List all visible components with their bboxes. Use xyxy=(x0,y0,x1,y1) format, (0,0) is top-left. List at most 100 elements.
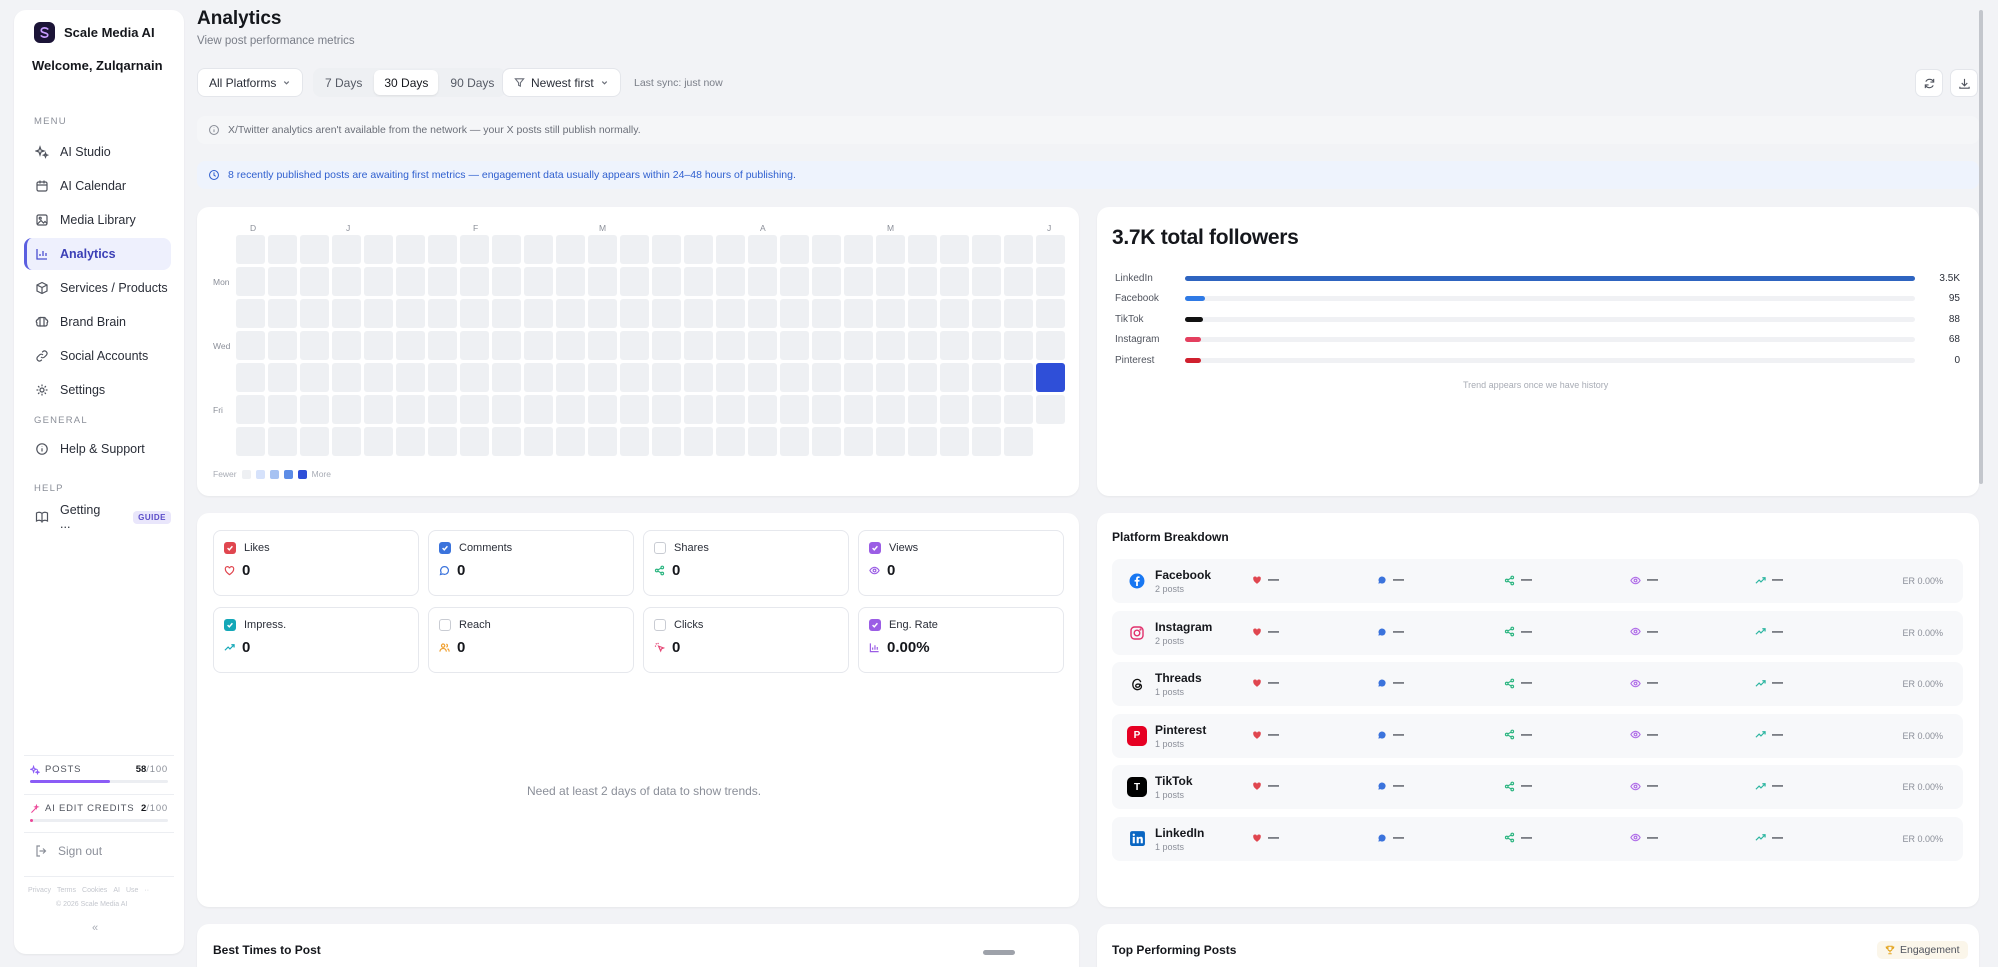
heatmap-cell[interactable] xyxy=(748,235,777,264)
metric-checkbox[interactable] xyxy=(224,619,236,631)
heatmap-cell[interactable] xyxy=(684,267,713,296)
footer-link-privacy[interactable]: Privacy xyxy=(28,887,51,894)
heatmap-cell[interactable] xyxy=(236,267,265,296)
heatmap-cell[interactable] xyxy=(556,331,585,360)
heatmap-cell[interactable] xyxy=(236,395,265,424)
heatmap-cell[interactable] xyxy=(652,235,681,264)
heatmap-cell[interactable] xyxy=(652,427,681,456)
heatmap-cell[interactable] xyxy=(1004,267,1033,296)
heatmap-cell[interactable] xyxy=(1004,331,1033,360)
sort-dropdown[interactable]: Newest first xyxy=(502,68,621,97)
platform-row-tiktok[interactable]: T TikTok 1 posts — — — — — ER 0.00% xyxy=(1112,765,1963,809)
heatmap-cell[interactable] xyxy=(940,363,969,392)
sidebar-item-media-library[interactable]: Media Library xyxy=(24,204,171,236)
heatmap-cell[interactable] xyxy=(236,363,265,392)
heatmap-cell[interactable] xyxy=(684,427,713,456)
heatmap-cell[interactable] xyxy=(300,331,329,360)
metric-checkbox[interactable] xyxy=(439,542,451,554)
refresh-button[interactable] xyxy=(1915,69,1943,97)
heatmap-cell[interactable] xyxy=(268,267,297,296)
heatmap-cell[interactable] xyxy=(460,267,489,296)
heatmap-cell[interactable] xyxy=(620,363,649,392)
vertical-scrollbar[interactable] xyxy=(1979,10,1983,484)
heatmap-cell[interactable] xyxy=(332,267,361,296)
heatmap-cell[interactable] xyxy=(972,427,1001,456)
heatmap-cell[interactable] xyxy=(300,267,329,296)
heatmap-cell[interactable] xyxy=(460,235,489,264)
heatmap-cell[interactable] xyxy=(524,299,553,328)
heatmap-cell[interactable] xyxy=(300,299,329,328)
heatmap-cell[interactable] xyxy=(876,299,905,328)
heatmap-cell[interactable] xyxy=(524,427,553,456)
metric-tile-reach[interactable]: Reach 0 xyxy=(428,607,634,673)
heatmap-cell[interactable] xyxy=(300,235,329,264)
heatmap-cell[interactable] xyxy=(748,299,777,328)
heatmap-cell[interactable] xyxy=(972,363,1001,392)
platform-row-threads[interactable]: Threads 1 posts — — — — — ER 0.00% xyxy=(1112,662,1963,706)
heatmap-cell[interactable] xyxy=(588,331,617,360)
heatmap-cell[interactable] xyxy=(428,395,457,424)
heatmap-cell[interactable] xyxy=(908,363,937,392)
heatmap-cell[interactable] xyxy=(908,267,937,296)
sign-out-button[interactable]: Sign out xyxy=(34,844,102,858)
heatmap-cell[interactable] xyxy=(748,395,777,424)
range-30-days-button[interactable]: 30 Days xyxy=(374,70,439,95)
heatmap-cell[interactable] xyxy=(588,267,617,296)
range-7-days-button[interactable]: 7 Days xyxy=(325,75,363,90)
heatmap-cell[interactable] xyxy=(332,427,361,456)
heatmap-cell[interactable] xyxy=(684,395,713,424)
heatmap-cell[interactable] xyxy=(556,299,585,328)
heatmap-cell[interactable] xyxy=(972,267,1001,296)
heatmap-cell[interactable] xyxy=(556,427,585,456)
heatmap-cell[interactable] xyxy=(396,267,425,296)
heatmap-cell[interactable] xyxy=(748,427,777,456)
heatmap-cell[interactable] xyxy=(780,363,809,392)
heatmap-cell[interactable] xyxy=(524,235,553,264)
heatmap-cell[interactable] xyxy=(236,427,265,456)
heatmap-cell[interactable] xyxy=(716,299,745,328)
heatmap-cell[interactable] xyxy=(492,235,521,264)
heatmap-cell[interactable] xyxy=(844,395,873,424)
heatmap-cell[interactable] xyxy=(268,363,297,392)
horizontal-scroll-handle[interactable] xyxy=(983,950,1015,955)
heatmap-cell[interactable] xyxy=(620,395,649,424)
heatmap-cell[interactable] xyxy=(812,299,841,328)
sidebar-item-ai-studio[interactable]: AI Studio xyxy=(24,136,171,168)
heatmap-cell[interactable] xyxy=(844,427,873,456)
heatmap-cell[interactable] xyxy=(1036,267,1065,296)
heatmap-cell[interactable] xyxy=(428,427,457,456)
heatmap-cell[interactable] xyxy=(876,427,905,456)
platform-row-instagram[interactable]: Instagram 2 posts — — — — — ER 0.00% xyxy=(1112,610,1963,655)
heatmap-cell[interactable] xyxy=(556,395,585,424)
heatmap-cell[interactable] xyxy=(428,363,457,392)
heatmap-cell[interactable] xyxy=(364,331,393,360)
sidebar-item-settings[interactable]: Settings xyxy=(24,374,171,406)
heatmap-cell[interactable] xyxy=(492,363,521,392)
heatmap-cell[interactable] xyxy=(492,427,521,456)
heatmap-cell[interactable] xyxy=(780,395,809,424)
heatmap-cell[interactable] xyxy=(620,299,649,328)
heatmap-cell[interactable] xyxy=(588,427,617,456)
heatmap-cell[interactable] xyxy=(396,363,425,392)
heatmap-cell[interactable] xyxy=(428,267,457,296)
heatmap-cell[interactable] xyxy=(716,235,745,264)
heatmap-cell[interactable] xyxy=(972,395,1001,424)
footer-link-use[interactable]: Use xyxy=(125,887,139,894)
heatmap-cell[interactable] xyxy=(268,427,297,456)
heatmap-cell[interactable] xyxy=(556,267,585,296)
heatmap-cell[interactable] xyxy=(396,331,425,360)
heatmap-cell[interactable] xyxy=(1004,363,1033,392)
heatmap-cell[interactable] xyxy=(300,395,329,424)
heatmap-cell[interactable] xyxy=(364,395,393,424)
heatmap-cell[interactable] xyxy=(652,395,681,424)
heatmap-cell[interactable] xyxy=(716,363,745,392)
sidebar-item-ai-calendar[interactable]: AI Calendar xyxy=(24,170,171,202)
heatmap-cell[interactable] xyxy=(364,363,393,392)
heatmap-cell[interactable] xyxy=(620,427,649,456)
heatmap-cell[interactable] xyxy=(492,331,521,360)
download-button[interactable] xyxy=(1950,69,1978,97)
range-90-days-button[interactable]: 90 Days xyxy=(450,75,495,90)
heatmap-cell[interactable] xyxy=(428,331,457,360)
metric-checkbox[interactable] xyxy=(654,542,666,554)
platform-row-facebook[interactable]: Facebook 2 posts — — — — — ER 0.00% xyxy=(1112,559,1963,603)
